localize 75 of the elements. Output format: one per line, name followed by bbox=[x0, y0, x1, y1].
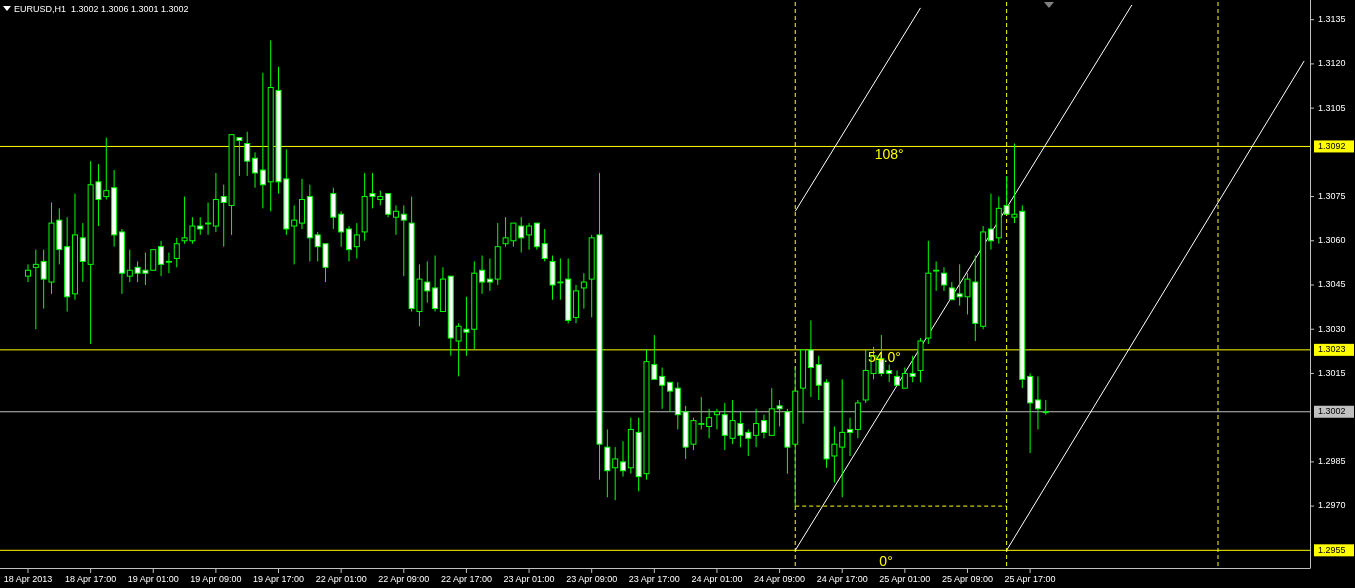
annotation: 108° bbox=[874, 145, 904, 162]
y-tick-label: 1.3120 bbox=[1318, 58, 1346, 69]
candlestick bbox=[338, 210, 345, 248]
x-tick-label: 19 Apr 17:00 bbox=[253, 574, 305, 585]
y-tick-label: 1.3015 bbox=[1318, 367, 1346, 378]
candlestick bbox=[173, 237, 180, 268]
y-tick-label: 1.3135 bbox=[1318, 14, 1346, 25]
candlestick bbox=[807, 319, 814, 398]
candlestick bbox=[580, 272, 587, 310]
candlestick bbox=[392, 204, 399, 236]
candlestick bbox=[612, 446, 619, 501]
candlestick bbox=[940, 266, 947, 292]
candlestick bbox=[32, 249, 39, 330]
candlestick bbox=[713, 408, 720, 430]
candlestick bbox=[252, 151, 259, 189]
x-tick-label: 22 Apr 01:00 bbox=[315, 574, 367, 585]
candlestick bbox=[666, 381, 673, 413]
candlestick bbox=[299, 178, 306, 230]
candlestick bbox=[244, 131, 251, 177]
candlestick bbox=[987, 193, 994, 251]
y-tick-label: 1.2970 bbox=[1318, 500, 1346, 511]
y-tick-label: 1.3060 bbox=[1318, 235, 1346, 246]
x-tick-label: 22 Apr 17:00 bbox=[440, 574, 492, 585]
x-tick-label: 25 Apr 09:00 bbox=[941, 574, 993, 585]
candlestick bbox=[486, 257, 493, 292]
candlestick bbox=[760, 414, 767, 439]
candlestick bbox=[847, 417, 854, 457]
annotation: 0° bbox=[879, 552, 893, 569]
candlestick bbox=[385, 193, 392, 218]
candlestick bbox=[659, 367, 666, 410]
y-tick-label: 1.3075 bbox=[1318, 190, 1346, 201]
ref-line-label: 1.3023 bbox=[1318, 344, 1346, 355]
candlestick bbox=[604, 428, 611, 498]
candlestick bbox=[345, 225, 352, 262]
y-tick-label: 1.2985 bbox=[1318, 456, 1346, 467]
ref-line-label: 1.3092 bbox=[1318, 140, 1346, 151]
candlestick bbox=[353, 222, 360, 259]
y-tick-label: 1.3105 bbox=[1318, 102, 1346, 113]
candlestick bbox=[432, 255, 439, 313]
x-tick-label: 23 Apr 17:00 bbox=[628, 574, 680, 585]
candlestick bbox=[706, 408, 713, 439]
x-tick-label: 18 Apr 17:00 bbox=[65, 574, 117, 585]
ref-line-label: 1.2955 bbox=[1318, 544, 1346, 555]
candlestick bbox=[479, 255, 486, 295]
x-tick-label: 24 Apr 09:00 bbox=[754, 574, 806, 585]
x-tick-label: 19 Apr 01:00 bbox=[127, 574, 179, 585]
candlestick bbox=[753, 408, 760, 448]
candlestick bbox=[526, 222, 533, 251]
x-tick-label: 23 Apr 01:00 bbox=[503, 574, 555, 585]
ref-line-label: 1.3002 bbox=[1318, 406, 1346, 417]
candlestick bbox=[933, 260, 940, 292]
candlestick bbox=[909, 355, 916, 383]
x-tick-label: 24 Apr 01:00 bbox=[691, 574, 743, 585]
y-tick-label: 1.3045 bbox=[1318, 279, 1346, 290]
y-tick-label: 1.3030 bbox=[1318, 323, 1346, 334]
x-tick-label: 25 Apr 17:00 bbox=[1004, 574, 1056, 585]
x-tick-label: 24 Apr 17:00 bbox=[816, 574, 868, 585]
x-tick-label: 19 Apr 09:00 bbox=[190, 574, 242, 585]
chart-title: EURUSD,H1 1.3002 1.3006 1.3001 1.3002 bbox=[14, 4, 189, 15]
candlestick bbox=[400, 204, 407, 277]
candlestick bbox=[901, 367, 908, 389]
candlestick bbox=[158, 240, 165, 277]
x-tick-label: 22 Apr 09:00 bbox=[378, 574, 430, 585]
candlestick bbox=[541, 228, 548, 262]
candlestick bbox=[620, 440, 627, 478]
x-tick-label: 18 Apr 2013 bbox=[3, 574, 53, 585]
candlestick bbox=[330, 187, 337, 230]
candlestick bbox=[259, 72, 266, 209]
candlestick bbox=[25, 263, 31, 283]
x-tick-label: 23 Apr 09:00 bbox=[566, 574, 618, 585]
candlestick bbox=[1034, 375, 1041, 430]
candlestick bbox=[165, 252, 172, 274]
candlestick bbox=[533, 222, 540, 251]
candlestick bbox=[205, 201, 212, 236]
x-tick-label: 25 Apr 01:00 bbox=[879, 574, 931, 585]
